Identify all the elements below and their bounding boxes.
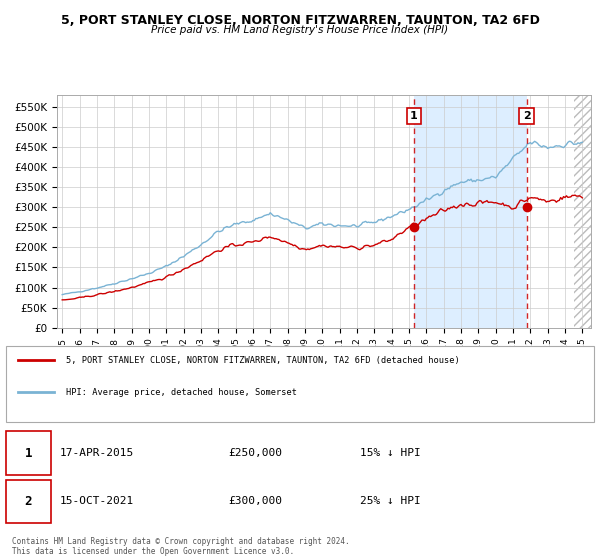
Text: £250,000: £250,000 xyxy=(228,448,282,458)
FancyBboxPatch shape xyxy=(6,347,594,422)
Text: 15-OCT-2021: 15-OCT-2021 xyxy=(60,497,134,506)
Text: 15% ↓ HPI: 15% ↓ HPI xyxy=(360,448,421,458)
Text: £300,000: £300,000 xyxy=(228,497,282,506)
Text: Contains HM Land Registry data © Crown copyright and database right 2024.
This d: Contains HM Land Registry data © Crown c… xyxy=(12,537,350,557)
Text: 5, PORT STANLEY CLOSE, NORTON FITZWARREN, TAUNTON, TA2 6FD (detached house): 5, PORT STANLEY CLOSE, NORTON FITZWARREN… xyxy=(66,356,460,365)
FancyBboxPatch shape xyxy=(6,431,51,475)
Text: 1: 1 xyxy=(25,447,32,460)
Bar xyxy=(574,95,591,328)
Text: 25% ↓ HPI: 25% ↓ HPI xyxy=(360,497,421,506)
Text: 5, PORT STANLEY CLOSE, NORTON FITZWARREN, TAUNTON, TA2 6FD: 5, PORT STANLEY CLOSE, NORTON FITZWARREN… xyxy=(61,14,539,27)
Bar xyxy=(414,95,527,328)
Text: HPI: Average price, detached house, Somerset: HPI: Average price, detached house, Some… xyxy=(66,388,297,397)
Text: 17-APR-2015: 17-APR-2015 xyxy=(60,448,134,458)
Text: 2: 2 xyxy=(25,495,32,508)
FancyBboxPatch shape xyxy=(6,479,51,523)
Text: 1: 1 xyxy=(410,111,418,121)
Text: 2: 2 xyxy=(523,111,530,121)
Text: Price paid vs. HM Land Registry's House Price Index (HPI): Price paid vs. HM Land Registry's House … xyxy=(151,25,449,35)
